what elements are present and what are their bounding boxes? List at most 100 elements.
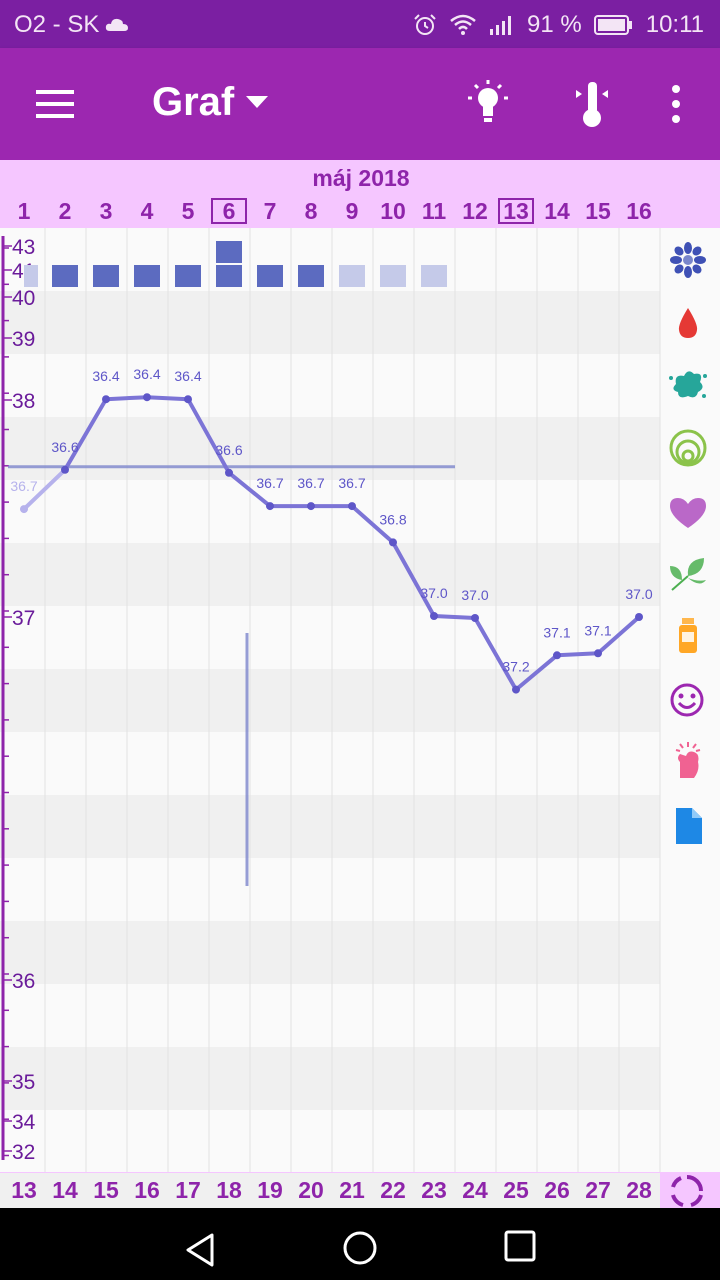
battery-percent: 91 % [527, 11, 582, 38]
data-point [348, 502, 356, 511]
data-label: 37.1 [543, 624, 570, 640]
data-point [307, 502, 315, 511]
clock: 10:11 [645, 11, 704, 38]
today-box [498, 198, 534, 224]
flower-icon[interactable] [670, 242, 706, 278]
y-tick-label: 38 [12, 390, 35, 413]
date-label: 18 [216, 1177, 242, 1203]
cycle-day-label: 12 [462, 198, 488, 224]
back-icon[interactable] [184, 1232, 216, 1268]
y-tick-label: 35 [12, 1071, 35, 1094]
period-block [93, 265, 119, 287]
grid-band [0, 669, 660, 732]
grid-band [0, 417, 660, 480]
grid-band [0, 795, 660, 858]
recents-icon[interactable] [504, 1230, 536, 1262]
data-label: 37.1 [584, 622, 611, 638]
thermometer-icon[interactable] [574, 80, 610, 130]
data-point [512, 685, 520, 694]
data-label: 37.2 [502, 659, 529, 675]
splash-icon[interactable] [668, 368, 708, 400]
medicine-bottle-icon[interactable] [678, 618, 698, 654]
date-label: 13 [11, 1177, 37, 1203]
menu-icon[interactable] [36, 88, 76, 120]
date-label: 21 [339, 1177, 365, 1203]
data-point [430, 612, 438, 620]
carrier-label: O2 - SK [14, 11, 100, 38]
cycle-day-label: 11 [422, 198, 447, 224]
rings-icon[interactable] [668, 428, 708, 468]
document-icon[interactable] [676, 808, 702, 844]
status-bar: O2 - SK 91 % 10:11 [0, 0, 720, 48]
date-label: 19 [257, 1177, 283, 1203]
smiley-icon[interactable] [669, 682, 705, 718]
data-label: 37.0 [420, 585, 447, 601]
leaf-icon[interactable] [668, 556, 708, 592]
grid-band [0, 291, 660, 354]
date-label: 20 [298, 1177, 324, 1203]
data-point [143, 393, 151, 402]
cycle-day-label: 8 [305, 198, 318, 224]
data-label: 36.4 [92, 368, 119, 384]
period-block [257, 265, 283, 287]
cycle-day-label: 10 [380, 198, 406, 224]
cycle-day-label: 9 [346, 198, 359, 224]
cycle-day-label: 1 [18, 198, 31, 224]
date-label: 23 [421, 1177, 447, 1203]
y-tick-label: 40 [12, 287, 35, 310]
date-label: 27 [585, 1177, 611, 1203]
dropdown-arrow-icon[interactable] [246, 96, 268, 110]
series-line-faded [22, 468, 67, 511]
cloud-icon [106, 18, 129, 31]
signal-icon [490, 16, 512, 35]
more-vert-icon[interactable] [670, 84, 682, 124]
period-block [298, 265, 324, 287]
data-point [102, 395, 110, 404]
cycle-day-label: 16 [626, 198, 652, 224]
y-tick-label: 43 [12, 236, 35, 259]
period-block [52, 265, 78, 287]
lightbulb-icon[interactable] [466, 78, 510, 126]
y-tick-label: 34 [12, 1111, 36, 1134]
date-label: 25 [503, 1177, 529, 1203]
data-label: 36.7 [10, 478, 37, 494]
wifi-icon [450, 14, 476, 35]
date-label: 24 [462, 1177, 488, 1203]
data-label: 37.0 [625, 586, 652, 602]
month-label: máj 2018 [312, 165, 410, 191]
home-icon[interactable] [342, 1230, 378, 1266]
date-label: 16 [134, 1177, 160, 1203]
blood-drop-icon[interactable] [676, 306, 700, 340]
data-label: 36.6 [215, 442, 242, 458]
y-tick-label: 39 [12, 328, 35, 351]
y-tick-label: 36 [12, 970, 35, 993]
date-label: 17 [175, 1177, 201, 1203]
y-tick-label: 37 [12, 607, 35, 630]
cycle-day-label: 7 [264, 198, 277, 224]
period-block [421, 265, 447, 287]
data-point [389, 538, 397, 547]
grid-band [0, 1173, 660, 1208]
page-title[interactable]: Graf [152, 80, 235, 124]
date-label: 22 [380, 1177, 406, 1203]
period-block [175, 265, 201, 287]
data-label: 36.8 [379, 511, 406, 527]
data-point [20, 505, 28, 514]
period-block [216, 241, 242, 263]
period-block [339, 265, 365, 287]
heart-icon[interactable] [668, 496, 708, 530]
data-label: 36.7 [338, 475, 365, 491]
category-icon-column [662, 228, 720, 1172]
data-label: 36.4 [174, 368, 201, 384]
cycle-day-label: 2 [59, 198, 72, 224]
period-block [134, 265, 160, 287]
cycle-day-label: 5 [182, 198, 195, 224]
cycle-day-label: 15 [585, 198, 611, 224]
data-label: 36.4 [133, 366, 160, 382]
alarm-icon [414, 14, 436, 35]
data-point [225, 468, 233, 477]
hand-icon[interactable] [672, 740, 704, 780]
period-block [24, 265, 38, 287]
cycle-icon[interactable] [670, 1174, 704, 1208]
